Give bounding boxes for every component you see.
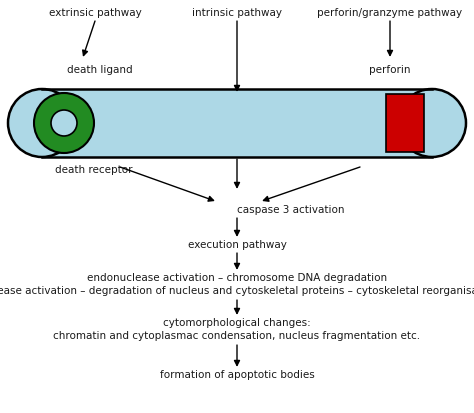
Text: caspase 3 activation: caspase 3 activation [237, 204, 345, 214]
Bar [42, 90, 432, 158]
Text: endonuclease activation – chromosome DNA degradation: endonuclease activation – chromosome DNA… [87, 272, 387, 282]
Text: death ligand: death ligand [67, 65, 133, 75]
Text: death receptor: death receptor [55, 165, 133, 175]
Text: cytomorphological changes:: cytomorphological changes: [163, 317, 311, 327]
Text: intrinsic pathway: intrinsic pathway [192, 8, 282, 18]
Text: extrinsic pathway: extrinsic pathway [49, 8, 141, 18]
Text: perforin/granzyme pathway: perforin/granzyme pathway [318, 8, 463, 18]
Ellipse shape [398, 90, 466, 158]
Ellipse shape [8, 90, 76, 158]
Text: formation of apoptotic bodies: formation of apoptotic bodies [160, 369, 314, 379]
Bar [386, 95, 424, 153]
Text: perforin: perforin [369, 65, 411, 75]
Text: protease activation – degradation of nucleus and cytoskeletal proteins – cytoske: protease activation – degradation of nuc… [0, 285, 474, 295]
Ellipse shape [51, 111, 77, 137]
Text: chromatin and cytoplasmac condensation, nucleus fragmentation etc.: chromatin and cytoplasmac condensation, … [54, 330, 420, 340]
Ellipse shape [34, 94, 94, 154]
Text: execution pathway: execution pathway [188, 240, 286, 249]
